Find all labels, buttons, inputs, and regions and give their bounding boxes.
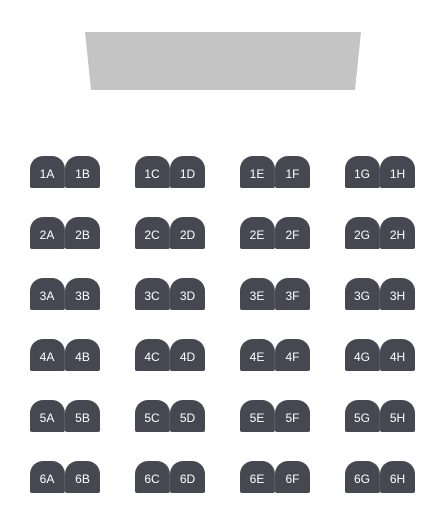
seat-1d[interactable]: 1D (170, 156, 205, 188)
seat-4g[interactable]: 4G (345, 339, 380, 371)
seat-4h[interactable]: 4H (380, 339, 415, 371)
seat-3e[interactable]: 3E (240, 278, 275, 310)
screen-trapezoid (85, 32, 361, 90)
seat-2d[interactable]: 2D (170, 217, 205, 249)
seat-3a[interactable]: 3A (30, 278, 65, 310)
seat-6d[interactable]: 6D (170, 461, 205, 493)
seat-1c[interactable]: 1C (135, 156, 170, 188)
seat-1h[interactable]: 1H (380, 156, 415, 188)
seat-6c[interactable]: 6C (135, 461, 170, 493)
seat-2c[interactable]: 2C (135, 217, 170, 249)
seat-3h[interactable]: 3H (380, 278, 415, 310)
seat-4c[interactable]: 4C (135, 339, 170, 371)
seat-5g[interactable]: 5G (345, 400, 380, 432)
seat-3c[interactable]: 3C (135, 278, 170, 310)
seat-5b[interactable]: 5B (65, 400, 100, 432)
seat-2f[interactable]: 2F (275, 217, 310, 249)
screen-shape (85, 32, 361, 90)
seat-4e[interactable]: 4E (240, 339, 275, 371)
seat-6f[interactable]: 6F (275, 461, 310, 493)
seat-1f[interactable]: 1F (275, 156, 310, 188)
seat-1e[interactable]: 1E (240, 156, 275, 188)
seat-6g[interactable]: 6G (345, 461, 380, 493)
seat-5a[interactable]: 5A (30, 400, 65, 432)
seat-2e[interactable]: 2E (240, 217, 275, 249)
seat-5c[interactable]: 5C (135, 400, 170, 432)
seat-4f[interactable]: 4F (275, 339, 310, 371)
seat-2g[interactable]: 2G (345, 217, 380, 249)
seat-5e[interactable]: 5E (240, 400, 275, 432)
seat-6a[interactable]: 6A (30, 461, 65, 493)
seat-6b[interactable]: 6B (65, 461, 100, 493)
seat-3f[interactable]: 3F (275, 278, 310, 310)
seat-5d[interactable]: 5D (170, 400, 205, 432)
seat-3b[interactable]: 3B (65, 278, 100, 310)
seat-1g[interactable]: 1G (345, 156, 380, 188)
seat-4a[interactable]: 4A (30, 339, 65, 371)
seat-1a[interactable]: 1A (30, 156, 65, 188)
seat-4b[interactable]: 4B (65, 339, 100, 371)
seat-1b[interactable]: 1B (65, 156, 100, 188)
seat-3g[interactable]: 3G (345, 278, 380, 310)
seat-2a[interactable]: 2A (30, 217, 65, 249)
seat-6h[interactable]: 6H (380, 461, 415, 493)
seat-6e[interactable]: 6E (240, 461, 275, 493)
seat-3d[interactable]: 3D (170, 278, 205, 310)
seat-5h[interactable]: 5H (380, 400, 415, 432)
seat-4d[interactable]: 4D (170, 339, 205, 371)
seat-2h[interactable]: 2H (380, 217, 415, 249)
seat-5f[interactable]: 5F (275, 400, 310, 432)
seat-2b[interactable]: 2B (65, 217, 100, 249)
